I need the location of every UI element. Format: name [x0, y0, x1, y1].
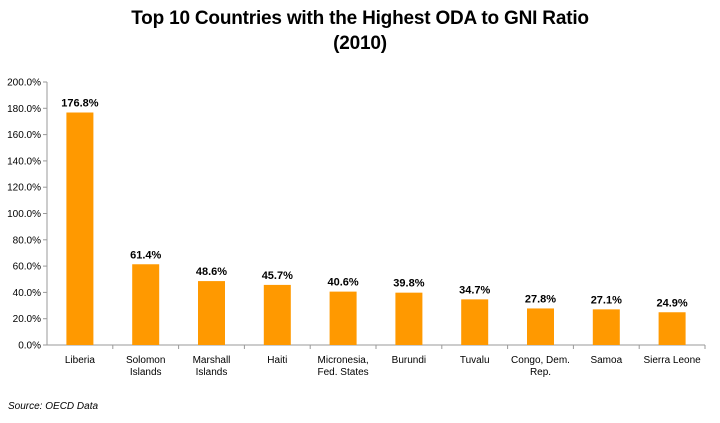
bar — [395, 292, 423, 345]
x-category-label: Congo, Dem. Rep. — [511, 355, 570, 378]
y-tick-label: 40.0% — [13, 288, 41, 299]
bar — [329, 291, 357, 345]
y-tick-label: 80.0% — [13, 235, 41, 246]
y-tick-label: 20.0% — [13, 314, 41, 325]
y-tick-label: 0.0% — [18, 341, 41, 352]
bar — [461, 299, 489, 345]
bar — [658, 312, 686, 345]
bar-value-label: 40.6% — [327, 277, 358, 289]
x-category-label: Micronesia, Fed. States — [318, 355, 369, 378]
bar-value-label: 45.7% — [262, 270, 293, 282]
y-tick-label: 140.0% — [7, 156, 41, 167]
bar-value-label: 27.8% — [525, 293, 556, 305]
bar — [198, 281, 225, 345]
y-tick-label: 60.0% — [13, 262, 41, 273]
y-tick-label: 160.0% — [7, 130, 41, 141]
bar — [263, 284, 291, 345]
bar-value-label: 34.7% — [459, 284, 490, 296]
y-tick-label: 200.0% — [7, 78, 41, 89]
x-category-label: Burundi — [392, 355, 426, 366]
x-category-label: Sierra Leone — [643, 355, 701, 366]
y-tick-label: 180.0% — [7, 104, 41, 115]
x-category-label: Solomon Islands — [126, 355, 165, 378]
bar-value-label: 61.4% — [130, 249, 161, 261]
chart-title-line1: Top 10 Countries with the Highest ODA to… — [131, 8, 589, 29]
y-tick-label: 100.0% — [7, 209, 41, 220]
bar-value-label: 39.8% — [393, 278, 424, 290]
bar — [66, 112, 94, 346]
bar-value-label: 48.6% — [196, 266, 227, 278]
bar-value-label: 24.9% — [656, 297, 687, 309]
chart-title-line2: (2010) — [333, 33, 387, 54]
x-category-label: Tuvalu — [460, 355, 490, 366]
bar — [132, 264, 160, 345]
x-category-label: Samoa — [590, 355, 622, 366]
x-category-label: Haiti — [267, 355, 287, 366]
bar-value-label: 27.1% — [591, 294, 622, 306]
bar — [527, 308, 554, 345]
x-category-label: Liberia — [65, 355, 95, 366]
bar-value-label: 176.8% — [61, 98, 99, 110]
source-note: Source: OECD Data — [8, 401, 99, 412]
bar — [592, 309, 620, 345]
x-category-label: Marshall Islands — [193, 355, 231, 378]
y-tick-label: 120.0% — [7, 183, 41, 194]
